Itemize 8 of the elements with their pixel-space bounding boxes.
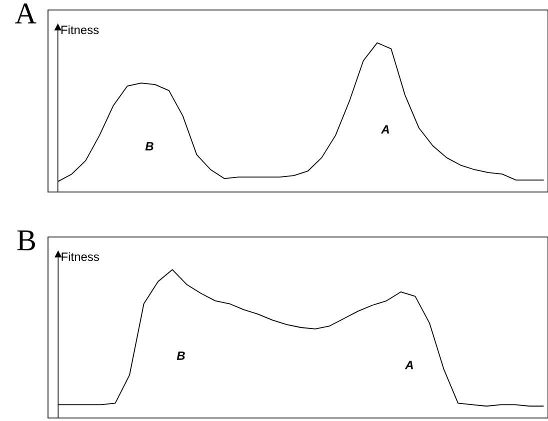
chart-title: B [17, 230, 36, 250]
annotation: A [380, 125, 390, 134]
y-axis-title: Fitness [61, 25, 99, 34]
chart-title: A [15, 4, 36, 24]
annotation: B [176, 352, 185, 360]
y-axis-title: Fitness [62, 252, 100, 262]
annotation: B [145, 142, 154, 150]
annotation: A [404, 360, 413, 370]
